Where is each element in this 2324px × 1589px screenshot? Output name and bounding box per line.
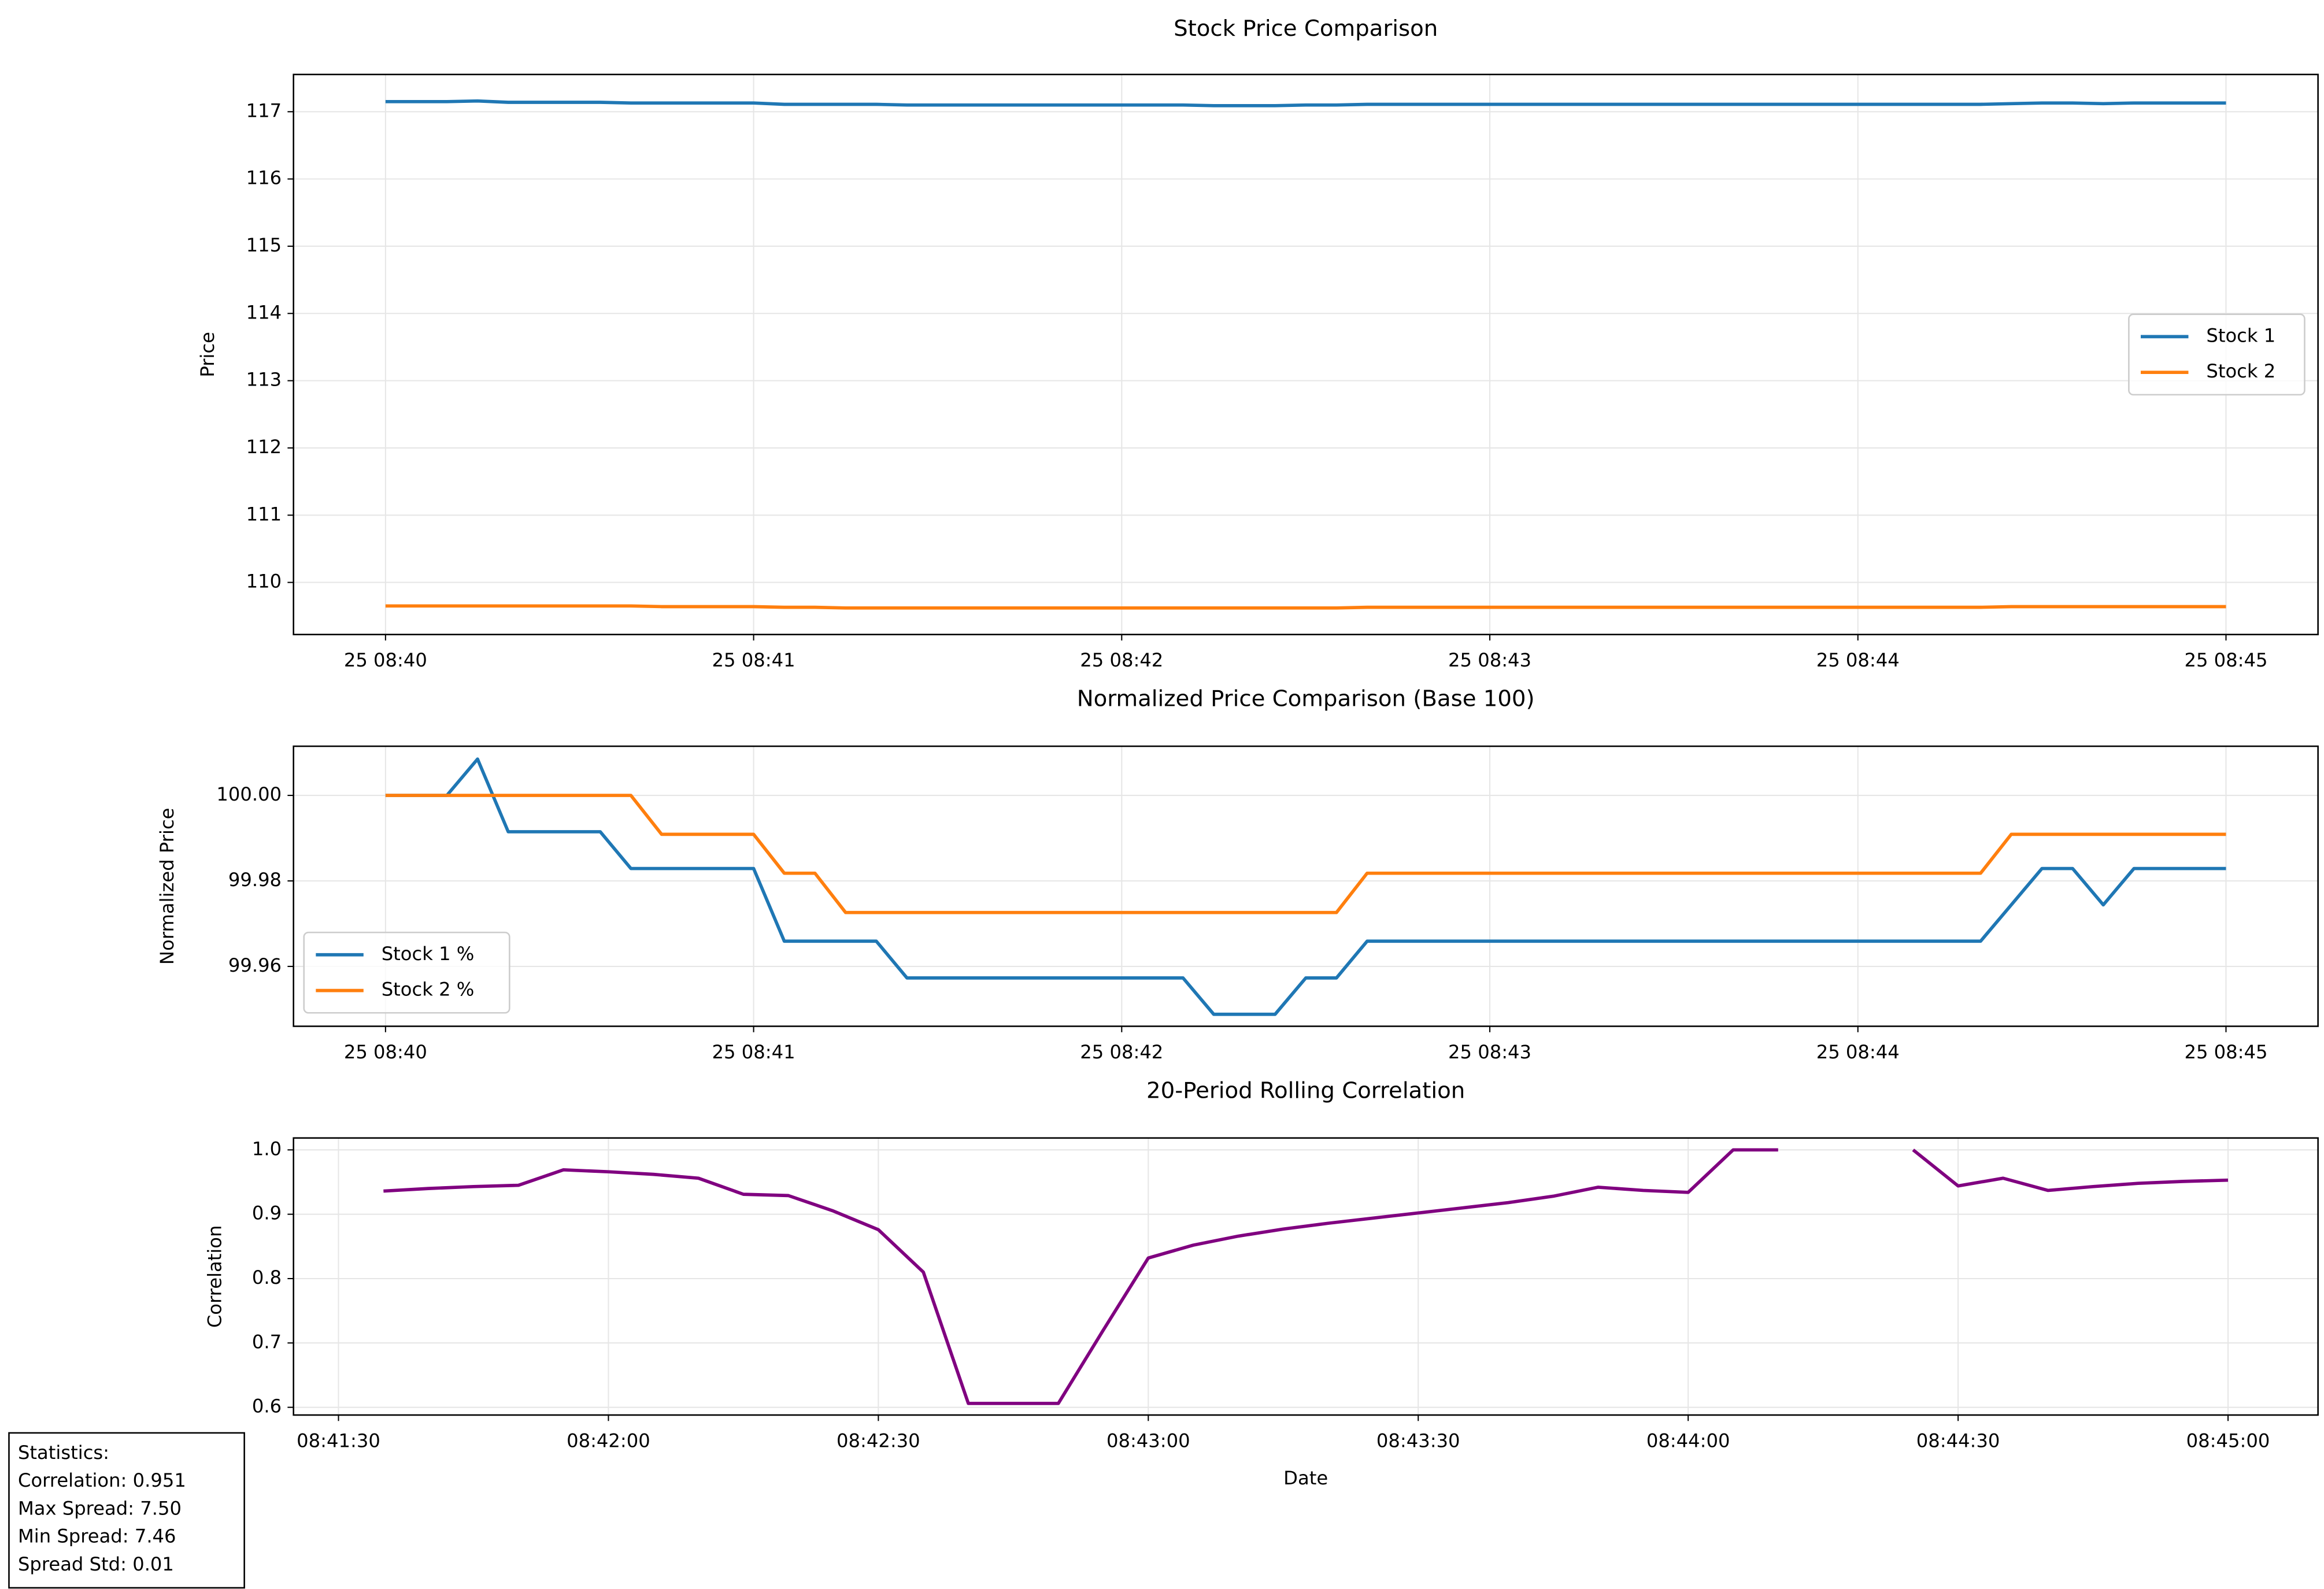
- y-tick-label: 111: [246, 503, 282, 525]
- y-tick-label: 117: [246, 99, 282, 121]
- chart: 110 111 112 113 114 115 116 117 25 08:40 25 08:41…: [197, 16, 2319, 671]
- statistics-frame: [8, 1432, 245, 1589]
- x-tick-label: 08:43:00: [1107, 1429, 1190, 1451]
- x-tick-label: 25 08:45: [2184, 1041, 2267, 1063]
- y-tick-label: 112: [246, 436, 282, 458]
- legend: Stock 1 Stock 2: [2128, 313, 2306, 396]
- series-line: [385, 757, 2226, 1016]
- y-tick-label: 114: [246, 301, 282, 323]
- y-tick-label: 115: [246, 234, 282, 256]
- y-tick-label: 110: [246, 571, 282, 592]
- x-tick-label: 25 08:40: [344, 1041, 427, 1063]
- series-line: [385, 794, 2226, 914]
- chart: 99.96 99.98 100.00 25 08:40 25 08:41 25 08:42…: [156, 686, 2319, 1063]
- x-tick-label: 08:42:00: [567, 1429, 650, 1451]
- y-tick-label: 116: [246, 167, 282, 189]
- y-tick-label: 99.98: [228, 869, 282, 891]
- legend-label: Stock 1: [2206, 324, 2275, 346]
- statistics-line: Statistics:: [18, 1442, 109, 1464]
- chart-title: Stock Price Comparison: [1174, 16, 1438, 42]
- statistics-line: Min Spread: 7.46: [18, 1525, 176, 1547]
- y-axis-label: Normalized Price: [156, 808, 178, 965]
- statistics-line: Correlation: 0.951: [18, 1469, 186, 1491]
- x-axis-label: Date: [1283, 1467, 1328, 1489]
- legend-frame: [303, 931, 510, 1014]
- y-tick-label: 0.7: [252, 1331, 282, 1353]
- x-tick-label: 08:44:00: [1646, 1429, 1730, 1451]
- x-tick-label: 08:41:30: [297, 1429, 380, 1451]
- y-tick-label: 99.96: [228, 954, 282, 976]
- chart-title: Normalized Price Comparison (Base 100): [1077, 686, 1535, 712]
- x-tick-label: 25 08:43: [1448, 649, 1531, 671]
- x-tick-label: 25 08:43: [1448, 1041, 1531, 1063]
- legend: Stock 1 % Stock 2 %: [303, 931, 510, 1014]
- plot-frame: [293, 1137, 2319, 1416]
- statistics-line: Max Spread: 7.50: [18, 1497, 182, 1519]
- legend-label: Stock 2 %: [382, 979, 475, 1001]
- legend-label: Stock 2: [2206, 360, 2275, 382]
- y-tick-label: 0.8: [252, 1266, 282, 1288]
- chart: 0.6 0.7 0.8 0.9 1.0 08:41:30 08:42:00 08:42:30 0…: [204, 1077, 2319, 1489]
- x-tick-label: 08:45:00: [2186, 1429, 2270, 1451]
- statistics-line: Spread Std: 0.01: [18, 1553, 174, 1575]
- series-line: [385, 99, 2226, 108]
- y-tick-label: 113: [246, 369, 282, 391]
- legend-frame: [2128, 313, 2306, 396]
- x-tick-label: 25 08:44: [1816, 649, 1900, 671]
- statistics-box: Statistics: Correlation: 0.951 Max Spread:…: [8, 1432, 245, 1589]
- y-tick-label: 1.0: [252, 1138, 282, 1160]
- x-tick-label: 25 08:42: [1080, 1041, 1163, 1063]
- x-tick-label: 25 08:45: [2184, 649, 2267, 671]
- legend-label: Stock 1 %: [382, 943, 475, 965]
- x-tick-label: 25 08:42: [1080, 649, 1163, 671]
- x-tick-label: 08:43:30: [1376, 1429, 1460, 1451]
- y-axis-label: Price: [197, 332, 219, 377]
- x-tick-label: 08:44:30: [1916, 1429, 2000, 1451]
- chart-title: 20-Period Rolling Correlation: [1146, 1077, 1465, 1103]
- y-tick-label: 0.9: [252, 1202, 282, 1224]
- series-line: [383, 1148, 2229, 1405]
- y-axis-label: Correlation: [204, 1225, 226, 1328]
- y-tick-label: 100.00: [216, 783, 282, 805]
- x-tick-label: 25 08:41: [712, 649, 795, 671]
- y-tick-label: 0.6: [252, 1395, 282, 1417]
- x-tick-label: 25 08:44: [1816, 1041, 1900, 1063]
- x-tick-label: 25 08:41: [712, 1041, 795, 1063]
- x-tick-label: 25 08:40: [344, 649, 427, 671]
- x-tick-label: 08:42:30: [837, 1429, 920, 1451]
- series-line: [385, 604, 2226, 610]
- plot-frame: [293, 745, 2319, 1027]
- plot-frame: [293, 73, 2319, 636]
